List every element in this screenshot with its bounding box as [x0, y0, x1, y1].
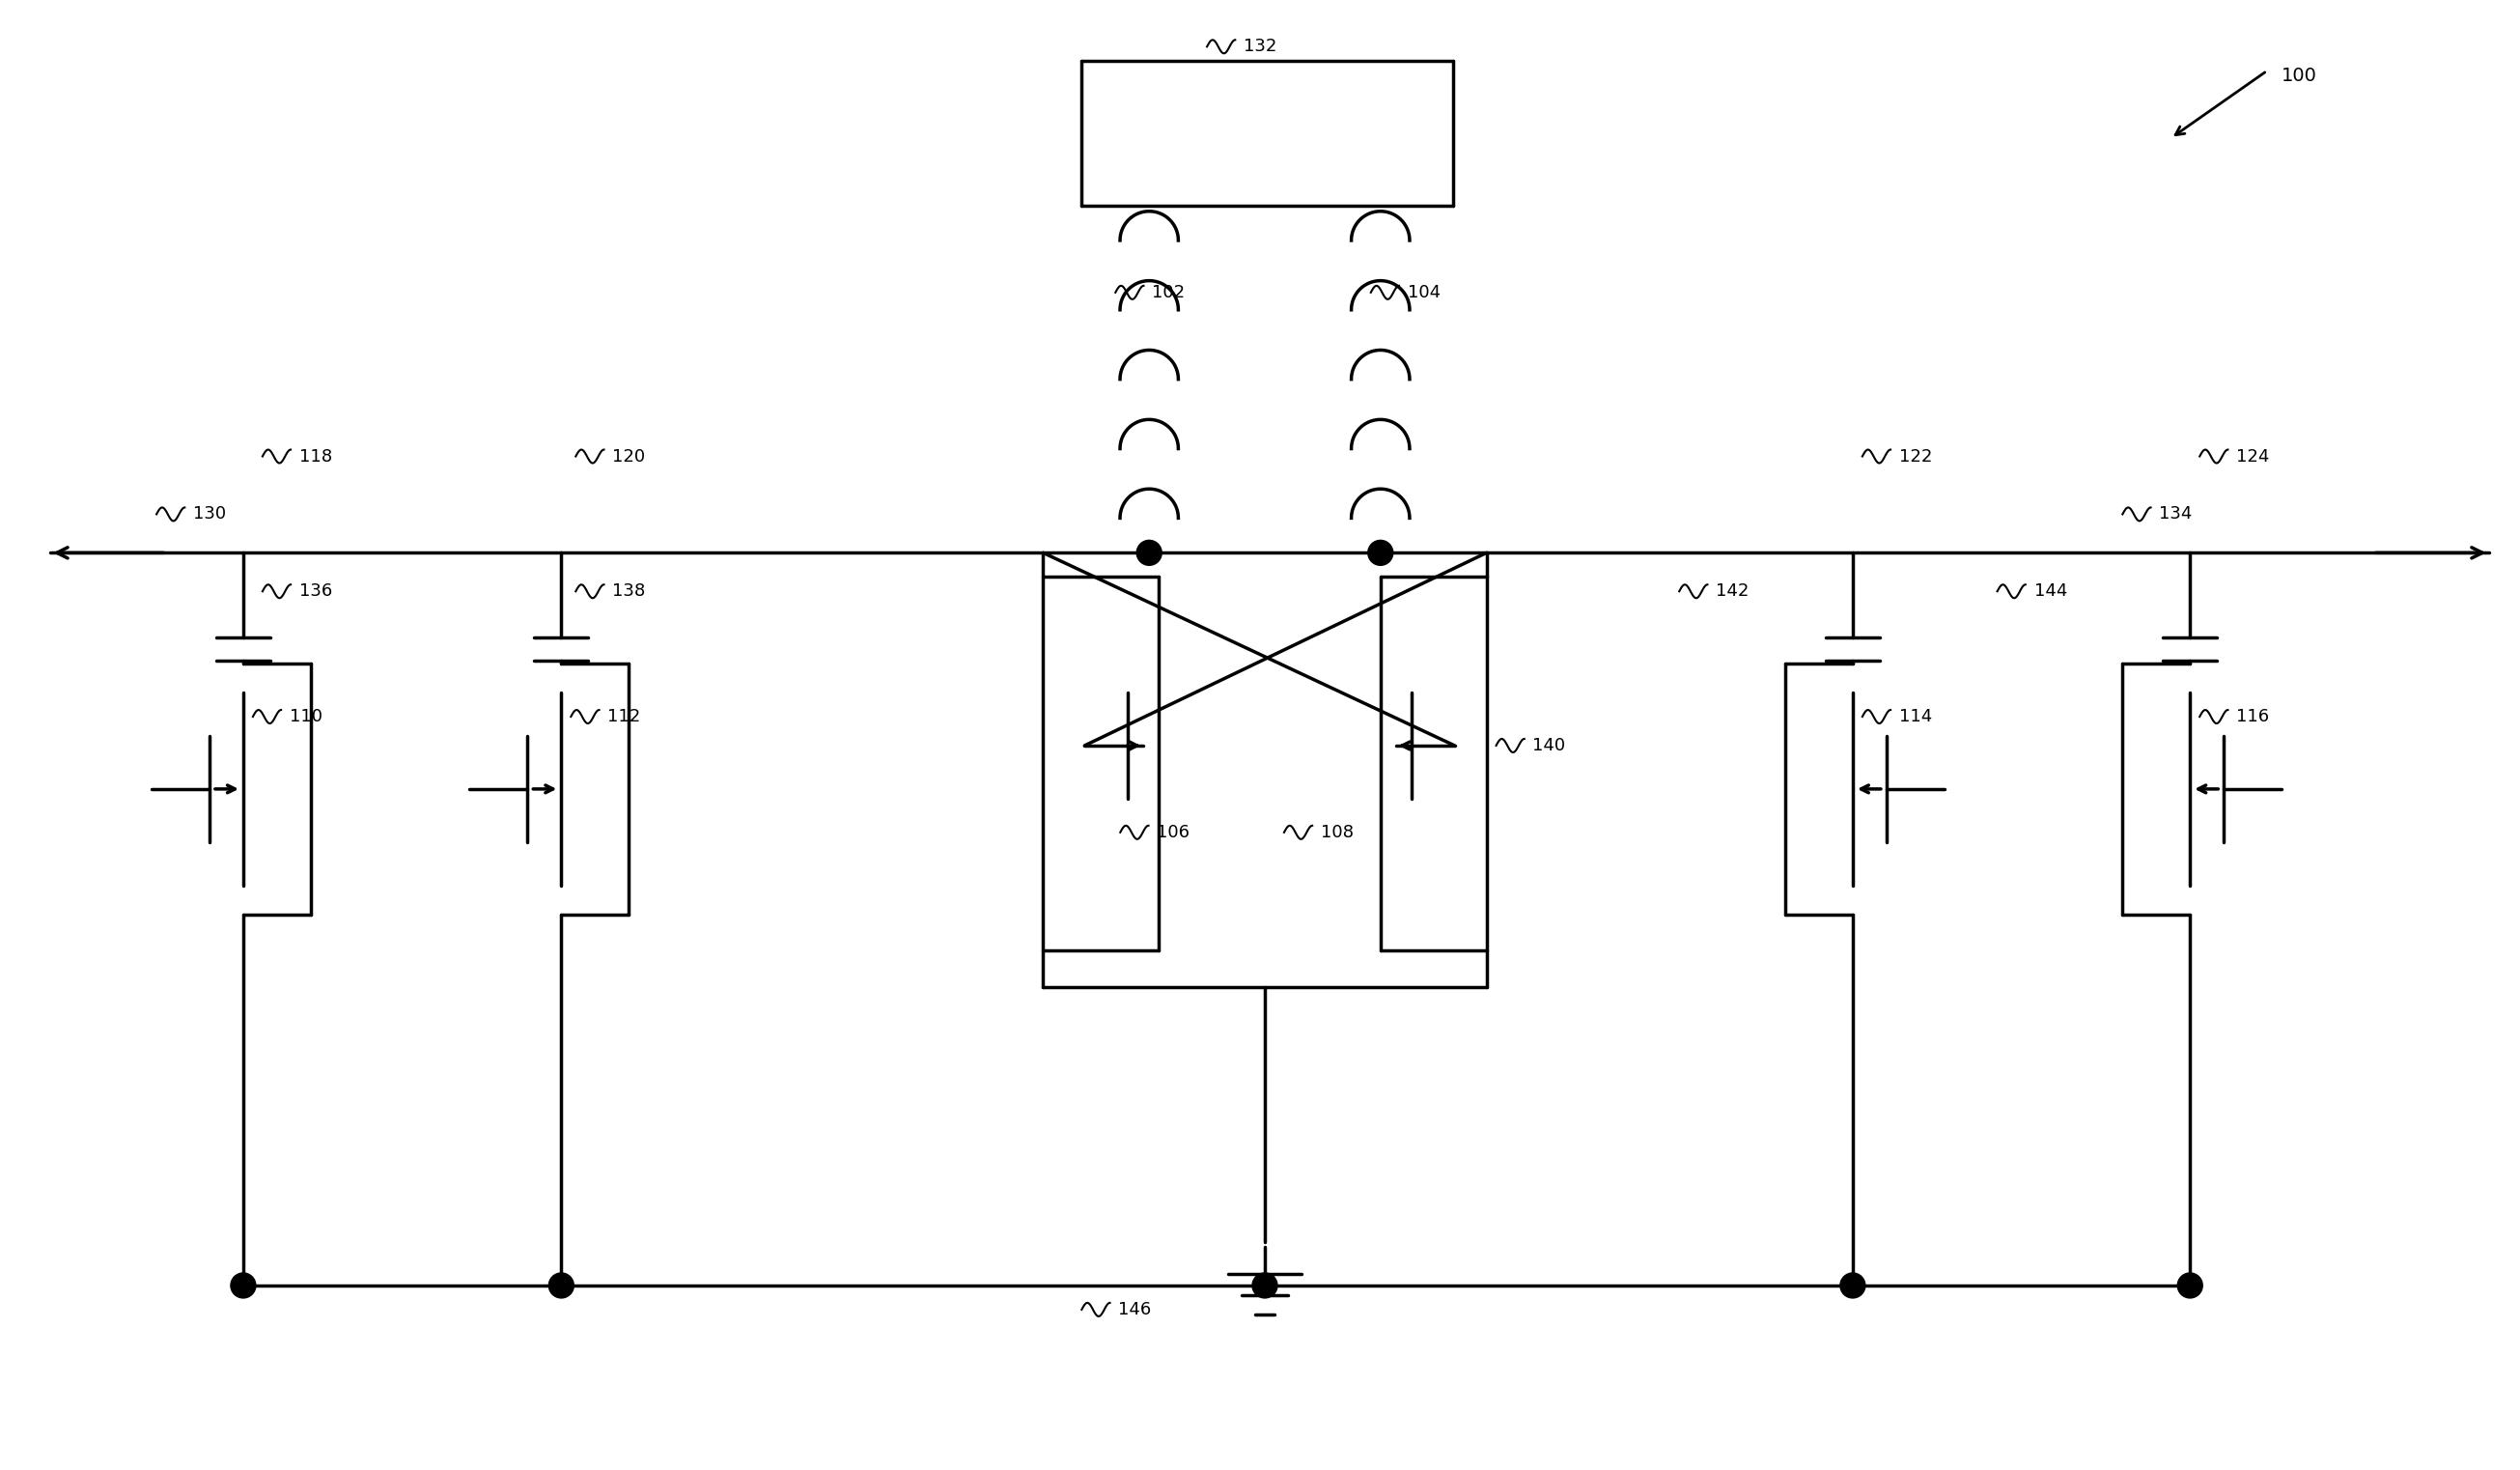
Circle shape — [1252, 1273, 1278, 1298]
Text: 114: 114 — [1900, 709, 1933, 725]
Text: 108: 108 — [1320, 823, 1353, 841]
Circle shape — [1368, 541, 1394, 566]
Text: 106: 106 — [1157, 823, 1189, 841]
Text: 112: 112 — [607, 709, 640, 725]
Text: 110: 110 — [290, 709, 323, 725]
Text: 116: 116 — [2235, 709, 2268, 725]
Circle shape — [232, 1273, 255, 1298]
Text: 124: 124 — [2235, 448, 2271, 465]
Text: 134: 134 — [2160, 506, 2192, 523]
Circle shape — [1137, 541, 1162, 566]
Circle shape — [2177, 1273, 2202, 1298]
Text: 122: 122 — [1900, 448, 1933, 465]
Text: 130: 130 — [194, 506, 227, 523]
Text: 102: 102 — [1152, 284, 1184, 301]
Text: 118: 118 — [300, 448, 333, 465]
Text: 146: 146 — [1119, 1301, 1152, 1319]
Text: 136: 136 — [300, 582, 333, 600]
Text: 132: 132 — [1242, 38, 1278, 56]
Text: 100: 100 — [2281, 66, 2318, 85]
Text: 120: 120 — [612, 448, 645, 465]
Circle shape — [1840, 1273, 1865, 1298]
Text: 140: 140 — [1532, 736, 1565, 754]
Text: 138: 138 — [612, 582, 645, 600]
Circle shape — [549, 1273, 575, 1298]
Text: 144: 144 — [2034, 582, 2066, 600]
Text: 142: 142 — [1716, 582, 1749, 600]
Text: 104: 104 — [1409, 284, 1441, 301]
